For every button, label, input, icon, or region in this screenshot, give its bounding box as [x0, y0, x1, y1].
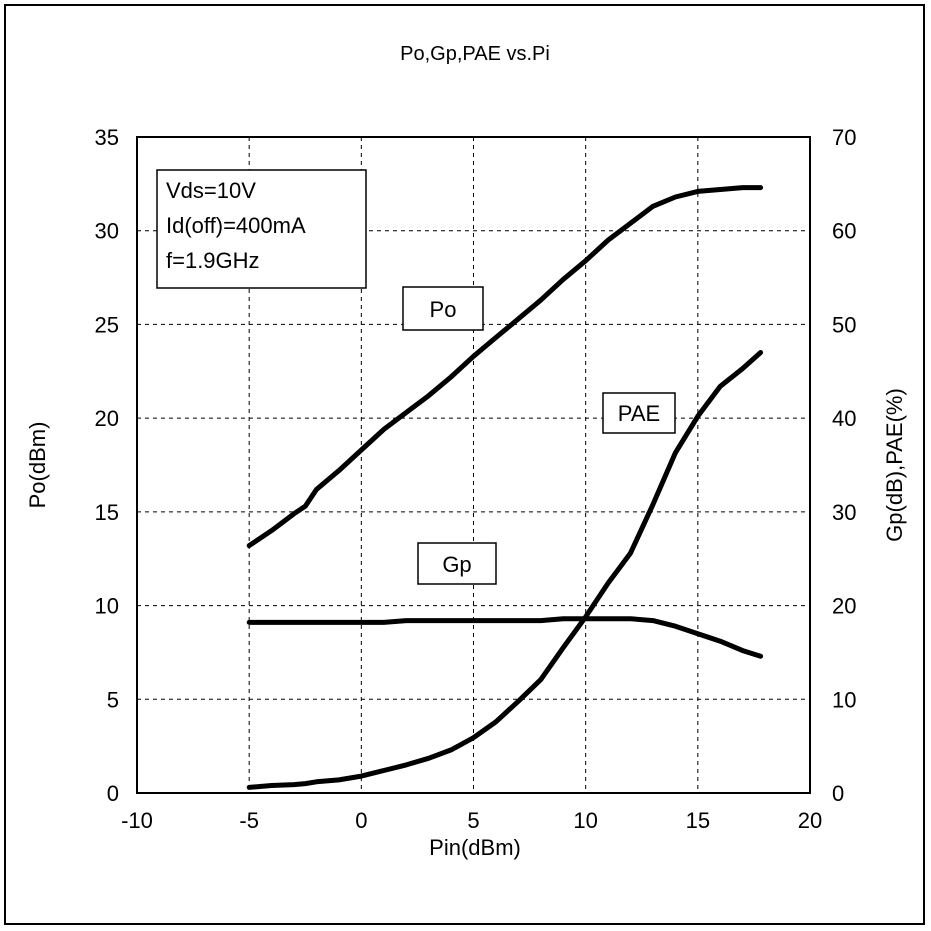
y-tick-label: 10: [95, 594, 119, 619]
x-tick-label: -5: [239, 808, 259, 833]
y2-tick-label: 50: [832, 312, 856, 337]
gp-label-text: Gp: [442, 552, 471, 577]
x-tick-label: 10: [573, 808, 597, 833]
condition-vds: Vds=10V: [166, 178, 256, 203]
y2-tick-label: 20: [832, 594, 856, 619]
pae-label-box: [602, 392, 676, 434]
y-tick-label: 5: [107, 687, 119, 712]
y-tick-label: 15: [95, 500, 119, 525]
x-tick-label: 0: [355, 808, 367, 833]
po-series-label: Po: [402, 286, 484, 331]
x-tick-label: 5: [467, 808, 479, 833]
y-tick-label: 25: [95, 312, 119, 337]
x-tick-label: -10: [121, 808, 153, 833]
x-axis-title: Pin(dBm): [429, 835, 521, 860]
series-lines: [246, 185, 764, 790]
series-gp-line: [246, 616, 764, 659]
condition-id-off: Id(off)=400mA: [166, 213, 306, 238]
y-tick-label: 35: [95, 125, 119, 150]
y2-tick-label: 70: [832, 125, 856, 150]
conditions-box: Vds=10V Id(off)=400mA f=1.9GHz: [156, 169, 367, 289]
gp-label-box: [417, 542, 497, 585]
po-label-box: [402, 286, 484, 331]
y-tick-label: 0: [107, 781, 119, 806]
y2-tick-label: 10: [832, 687, 856, 712]
gp-series-label: Gp: [417, 542, 497, 585]
series-pae-line: [246, 350, 764, 790]
po-label-text: Po: [430, 297, 457, 322]
y-tick-label: 30: [95, 219, 119, 244]
condition-frequency: f=1.9GHz: [166, 248, 260, 273]
x-tick-label: 20: [798, 808, 822, 833]
x-tick-label: 15: [686, 808, 710, 833]
y2-tick-label: 30: [832, 500, 856, 525]
y2-tick-label: 0: [832, 781, 844, 806]
tick-labels: -10 -5 0 5 10 15 20 0 5 10 15 20 25 30 35 0 10 20 30 40 50 60…: [95, 125, 857, 833]
pae-series-label: PAE: [602, 392, 676, 434]
pae-label-text: PAE: [618, 401, 660, 426]
y-tick-label: 20: [95, 406, 119, 431]
chart-title: Po,Gp,PAE vs.Pi: [400, 43, 550, 65]
y2-tick-label: 60: [832, 219, 856, 244]
y-axis-title: Po(dBm): [25, 422, 50, 509]
y2-axis-title: Gp(dB),PAE(%): [882, 388, 907, 542]
conditions-box-frame: [156, 169, 367, 289]
chart-frame: [4, 4, 925, 925]
series-po-line: [246, 185, 764, 549]
y2-tick-label: 40: [832, 406, 856, 431]
plot-area: [136, 136, 811, 794]
